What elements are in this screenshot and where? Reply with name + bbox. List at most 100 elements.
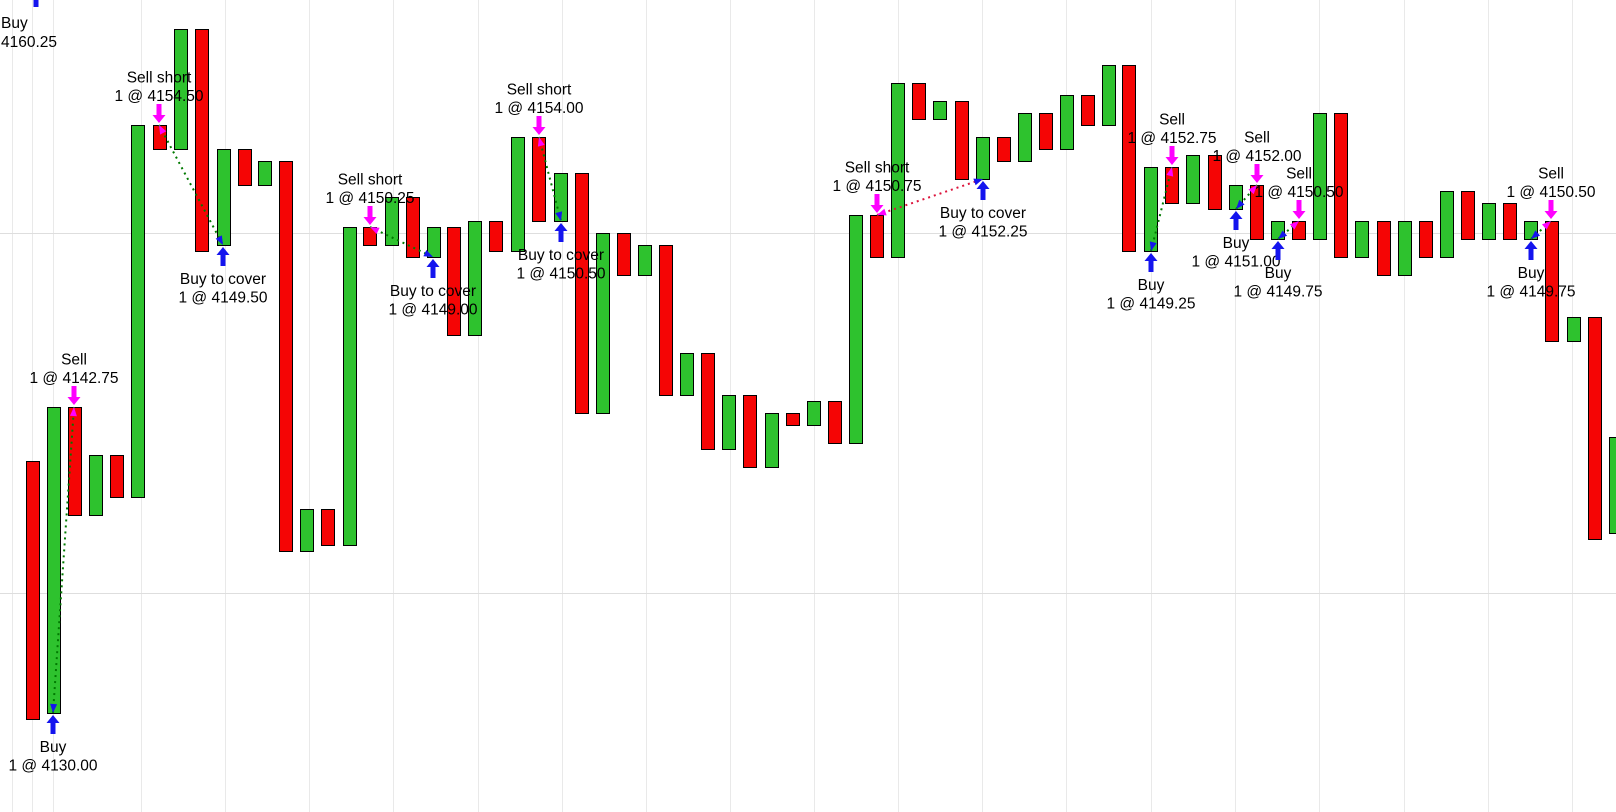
trade-label-fill: 1 @ 4130.00 [9,758,98,775]
price-bar-up [427,227,441,258]
buy-arrow-icon [220,255,226,266]
trade-label-action: Buy [1518,265,1545,282]
price-bar-down [1122,65,1136,252]
trade-entry-arrowhead-icon [159,125,167,135]
trade-label-action: Buy to cover [180,271,266,288]
trade-label-action: Sell short [845,160,910,177]
sell-arrow-icon [1292,211,1306,219]
price-bar-up [554,173,568,222]
price-bar-down [26,461,40,720]
price-bar-down [532,137,546,222]
sell-arrow-icon [874,194,880,205]
sell-arrow-icon [367,206,373,217]
buy-arrow-icon [430,267,436,278]
trade-label-action: Buy [1265,265,1292,282]
price-bar-down [110,455,124,498]
price-bar-up [891,83,905,258]
trade-exit-arrowhead-icon [1248,185,1257,195]
sell-arrow-icon [1296,200,1302,211]
price-bar-down [1545,221,1559,342]
trade-label-action: Sell [1244,130,1270,147]
trade-exit-arrowhead-icon [423,249,433,257]
price-bar-up [511,137,525,252]
trade-label-action: Buy [1138,277,1165,294]
price-bar-up [1102,65,1116,126]
open-position-label-action: Buy [1,15,28,32]
price-bar-down [659,245,673,396]
price-bar-up [131,125,145,498]
price-bar-down [321,509,335,546]
price-bar-down [955,101,969,180]
buy-arrow-icon [1528,249,1534,260]
trade-label-fill: 1 @ 4150.50 [1255,184,1344,201]
price-bar-up [217,149,231,246]
price-bar-down [406,197,420,258]
trade-entry-arrowhead-icon [1236,199,1245,209]
price-bar-up [1398,221,1412,276]
sell-arrow-icon [1254,164,1260,175]
price-bar-down [997,137,1011,162]
price-bar-down [1503,203,1517,240]
price-bar-up [1313,113,1327,240]
price-bar-up [1018,113,1032,162]
trade-entry-arrowhead-icon [1149,241,1157,251]
trade-label-fill: 1 @ 4150.25 [326,190,415,207]
price-bar-up [638,245,652,276]
price-bar-up [1440,191,1454,258]
trade-entry-arrowhead-icon [370,227,380,235]
trade-entry-arrowhead-icon [50,703,58,713]
trade-connector-line [158,124,224,246]
trade-connector-line [538,136,562,222]
price-bar-up [976,137,990,180]
price-bar-down [1588,317,1602,540]
buy-arrow-icon [426,259,440,267]
sell-arrow-icon [156,104,162,115]
sell-arrow-icon [71,386,77,397]
trade-label-action: Sell short [338,172,403,189]
price-bar-up [680,353,694,396]
price-bar-up [174,29,188,150]
trade-label-fill: 1 @ 4152.25 [939,224,1028,241]
trade-label-fill: 1 @ 4142.75 [30,370,119,387]
trade-label-action: Buy [1223,235,1250,252]
price-bar-down [68,407,82,516]
trade-connector-line [1530,220,1552,240]
open-position-buy-arrow-icon [33,0,39,7]
price-bar-up [300,509,314,552]
buy-arrow-icon [1144,253,1158,261]
price-bar-down [1208,155,1222,210]
trade-label-fill: 1 @ 4149.00 [389,302,478,319]
price-bar-up [722,395,736,450]
buy-arrow-icon [1229,211,1243,219]
trade-label-action: Sell [1538,166,1564,183]
trade-label-fill: 1 @ 4149.25 [1107,296,1196,313]
buy-arrow-icon [1271,241,1285,249]
trade-connector-line [1277,220,1300,240]
trade-label-action: Sell short [507,82,572,99]
trade-label-fill: 1 @ 4149.75 [1234,284,1323,301]
trade-label-fill: 1 @ 4154.50 [115,88,204,105]
trade-connector-line [876,178,984,216]
trade-exit-arrowhead-icon [1289,221,1299,230]
trade-label-fill: 1 @ 4152.75 [1128,130,1217,147]
trade-label-fill: 1 @ 4152.00 [1213,148,1302,165]
price-bar-down [1081,95,1095,126]
price-bar-down [1334,113,1348,258]
price-bar-up [1186,155,1200,204]
price-bar-down [828,401,842,444]
buy-arrow-icon [1524,241,1538,249]
price-bar-down [786,413,800,426]
sell-arrow-icon [1548,200,1554,211]
trade-label-action: Sell [61,352,87,369]
trade-label-fill: 1 @ 4151.00 [1192,254,1281,271]
price-bar-up [385,197,399,246]
price-bar-down [912,83,926,120]
trade-label-action: Sell [1286,166,1312,183]
trade-label-fill: 1 @ 4154.00 [495,100,584,117]
price-bar-down [617,233,631,276]
price-bar-up [1609,437,1616,534]
price-bar-up [468,221,482,336]
price-bar-up [1144,167,1158,252]
